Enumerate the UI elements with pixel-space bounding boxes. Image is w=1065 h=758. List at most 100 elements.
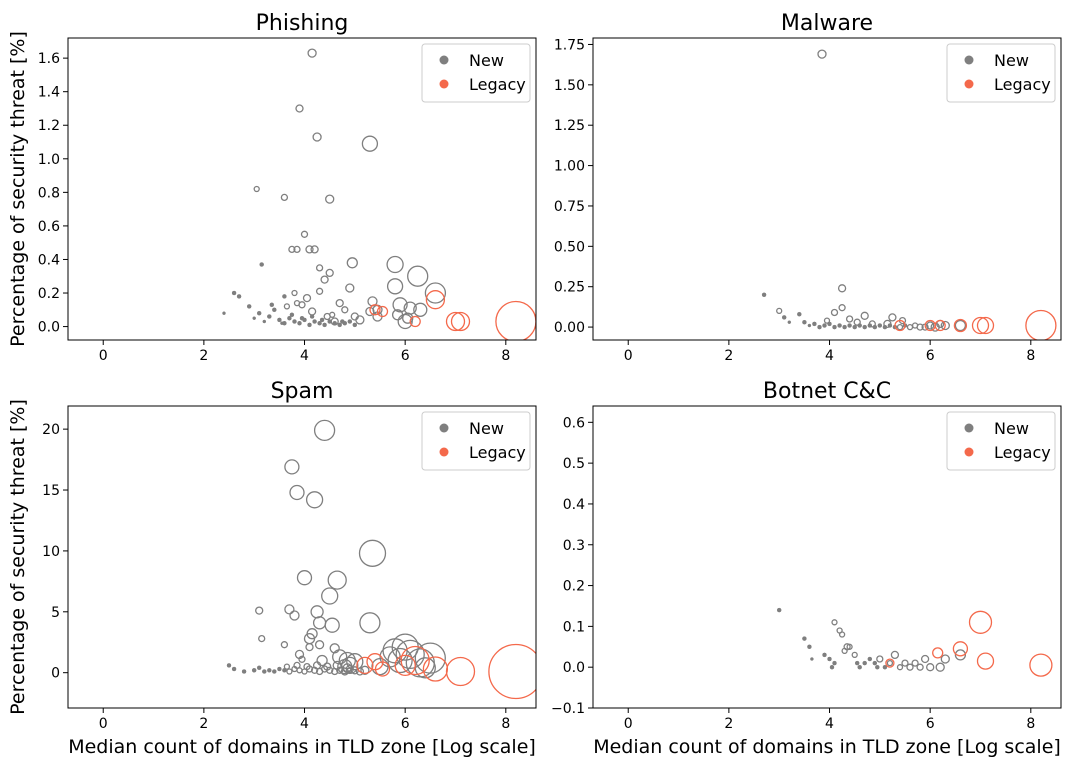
spam-axes-frame (67, 405, 537, 709)
data-point-new (267, 314, 272, 319)
data-point-new (935, 662, 945, 672)
data-point-new (829, 664, 835, 670)
x-tick-label: 8 (1026, 348, 1035, 364)
data-point-new (402, 312, 414, 324)
data-point-new (916, 323, 924, 331)
data-point-new (293, 245, 301, 254)
y-tick-label: 1.4 (38, 85, 60, 101)
data-point-legacy (376, 305, 389, 318)
data-point-legacy (968, 610, 993, 634)
data-point-new (822, 323, 827, 328)
data-point-new (851, 651, 858, 659)
data-point-legacy (1025, 309, 1057, 340)
y-tick-label: 15 (42, 483, 60, 499)
data-point-new (776, 607, 782, 613)
data-point-new (846, 643, 853, 650)
data-point-new (862, 660, 867, 666)
y-tick-label: 0.2 (563, 579, 585, 595)
data-point-new (317, 320, 322, 326)
data-point-new (315, 264, 324, 272)
data-point-new (340, 319, 345, 324)
data-point-legacy (400, 645, 430, 676)
data-point-new (302, 293, 312, 303)
y-tick-label: 0.25 (554, 280, 585, 296)
data-point-new (847, 323, 852, 328)
data-point-new (226, 663, 232, 668)
y-tick-label: 0.2 (38, 286, 60, 302)
data-point-new (926, 663, 935, 672)
y-tick-label: 0.6 (38, 219, 60, 235)
y-tick-label: 1.6 (38, 51, 60, 67)
data-point-new (832, 324, 837, 330)
data-point-new (359, 612, 381, 634)
malware-ticks: 0 2 4 6 8 0.00 0.25 0.50 0.75 1.00 1.25 1.50 1.75 (554, 37, 1035, 364)
data-point-new (391, 309, 404, 321)
data-point-legacy (894, 319, 906, 332)
data-point-legacy (374, 661, 391, 677)
data-point-new (258, 634, 266, 643)
data-point-legacy (445, 311, 466, 332)
data-point-new (280, 193, 289, 202)
data-point-new (906, 323, 914, 331)
data-point-new (314, 640, 325, 650)
data-point-new (322, 322, 327, 328)
x-axis-label-right: Median count of domains in TLD zone [Log… (593, 736, 1061, 758)
data-point-new (810, 657, 814, 661)
data-point-new (307, 307, 317, 316)
data-point-new (284, 604, 295, 615)
data-point-new (324, 617, 340, 633)
data-point-new (296, 570, 313, 586)
data-point-new (860, 311, 869, 320)
data-point-new (307, 48, 317, 58)
y-tick-label: 1.0 (38, 152, 60, 168)
y-tick-label: 0.3 (563, 538, 585, 554)
y-tick-label: 0.8 (38, 185, 60, 201)
data-point-new (310, 245, 319, 254)
data-point-new (883, 319, 892, 329)
data-point-new (386, 278, 404, 295)
data-point-new (875, 664, 880, 670)
data-point-new (310, 605, 324, 619)
data-point-new (284, 459, 300, 475)
data-point-new (414, 642, 446, 674)
data-point-new (313, 419, 336, 442)
y-tick-label: 0 (51, 666, 60, 682)
x-tick-label: 8 (501, 348, 510, 364)
data-point-new (325, 268, 334, 278)
data-point-new (877, 323, 883, 328)
y-tick-label: 1.50 (554, 78, 585, 94)
data-point-new (253, 185, 260, 193)
x-tick-label: 2 (199, 348, 208, 364)
y-tick-label: 1.2 (38, 118, 60, 134)
phishing-points (222, 48, 536, 340)
data-point-new (940, 654, 950, 664)
legend-marker-legacy (964, 79, 974, 89)
legend-label-legacy: Legacy (994, 443, 1051, 462)
x-axis-label-left: Median count of domains in TLD zone [Log… (68, 736, 536, 758)
data-point-new (901, 659, 909, 667)
data-point-new (386, 255, 404, 274)
legend-marker-new (964, 55, 974, 65)
data-point-new (911, 659, 919, 667)
data-point-new (269, 302, 275, 308)
data-point-new (280, 321, 284, 325)
data-point-new (837, 284, 847, 293)
legend-box (946, 411, 1056, 471)
data-point-new (283, 303, 291, 310)
data-point-new (325, 194, 335, 204)
y-tick-label: 0.0 (563, 660, 585, 676)
data-point-new (407, 265, 429, 287)
data-point-new (838, 304, 846, 312)
legend-label-legacy: Legacy (469, 75, 526, 94)
data-point-new (802, 636, 807, 641)
legend-label-new: New (994, 51, 1029, 70)
data-point-new (352, 322, 358, 328)
data-point-new (282, 294, 287, 299)
data-point-new (876, 655, 884, 663)
data-point-new (882, 664, 888, 670)
data-point-new (315, 287, 324, 295)
data-point-legacy (953, 318, 968, 333)
data-point-new (761, 292, 767, 298)
data-point-new (890, 650, 900, 660)
